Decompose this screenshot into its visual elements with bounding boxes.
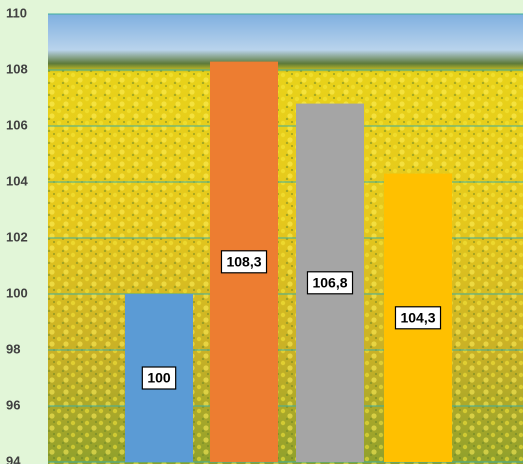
y-tick-label: 106 — [6, 117, 28, 132]
value-label: 106,8 — [312, 275, 347, 291]
value-label-box — [141, 366, 177, 390]
y-tick-label: 102 — [6, 229, 28, 244]
value-label: 108,3 — [226, 254, 261, 270]
value-label-box — [220, 250, 268, 274]
y-tick-label: 104 — [6, 173, 28, 188]
value-label-box — [394, 306, 442, 330]
y-tick-label: 98 — [6, 341, 20, 356]
y-tick-label: 110 — [6, 5, 27, 20]
y-tick-label: 108 — [6, 61, 28, 76]
value-label: 104,3 — [400, 310, 435, 326]
y-tick-label: 94 — [6, 453, 21, 464]
y-tick-label: 96 — [6, 397, 20, 412]
value-label: 100 — [147, 370, 171, 386]
y-tick-label: 100 — [6, 285, 28, 300]
value-label-box — [306, 271, 354, 295]
